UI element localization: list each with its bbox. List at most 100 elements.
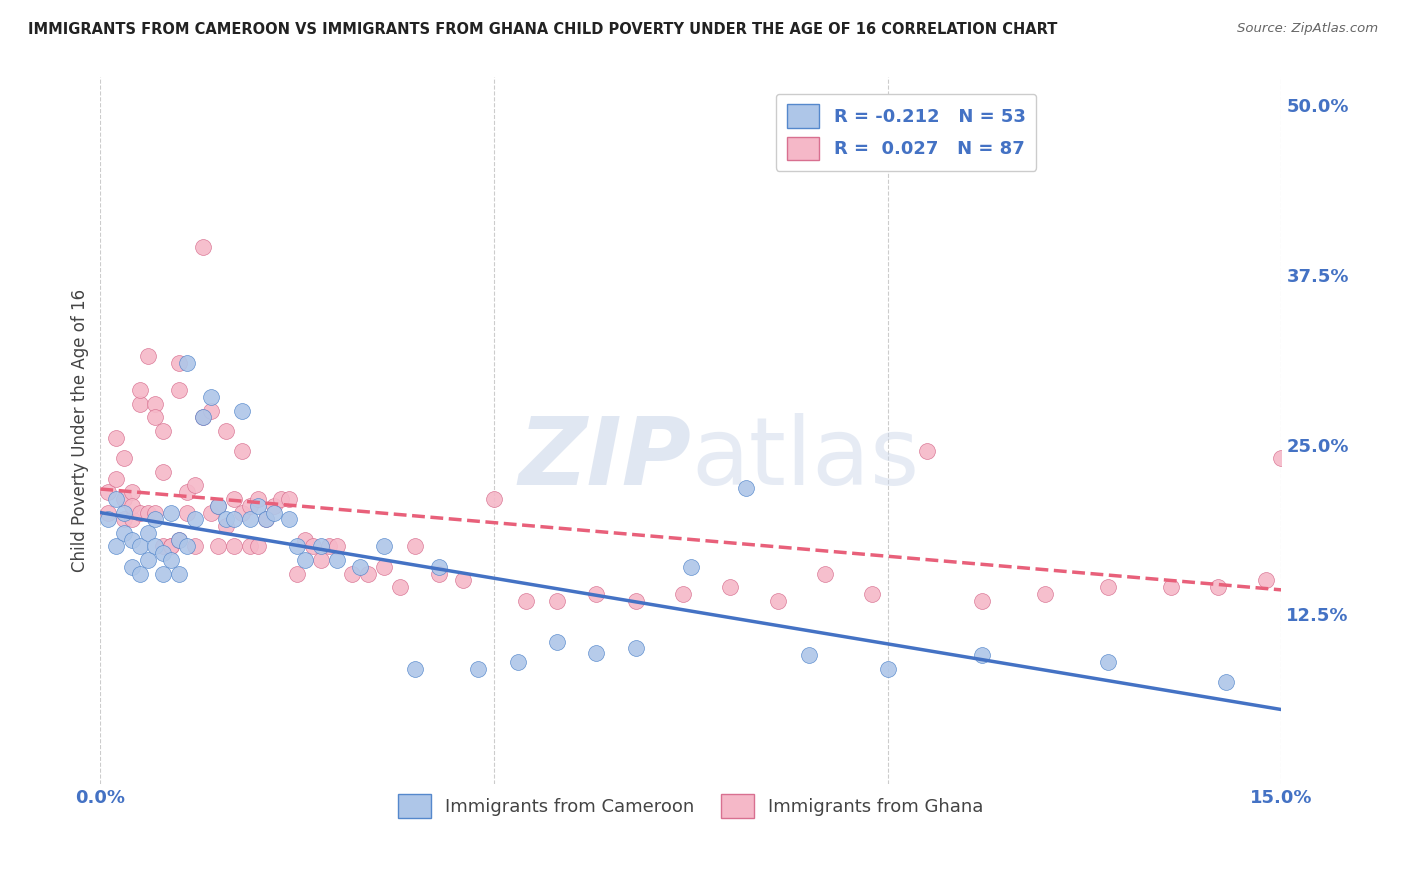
- Point: [145, 512, 167, 526]
- Point: [176, 356, 198, 370]
- Point: [624, 594, 647, 608]
- Point: [128, 383, 150, 397]
- Point: [357, 566, 380, 581]
- Point: [482, 491, 505, 506]
- Point: [176, 485, 198, 500]
- Point: [1302, 566, 1324, 581]
- Point: [97, 506, 120, 520]
- Point: [427, 560, 450, 574]
- Point: [860, 587, 883, 601]
- Point: [152, 424, 174, 438]
- Point: [263, 506, 285, 520]
- Point: [215, 519, 238, 533]
- Point: [200, 390, 222, 404]
- Point: [152, 546, 174, 560]
- Point: [325, 553, 347, 567]
- Point: [294, 553, 316, 567]
- Text: atlas: atlas: [690, 413, 920, 505]
- Point: [1326, 566, 1348, 581]
- Point: [167, 533, 190, 547]
- Point: [404, 540, 426, 554]
- Point: [231, 444, 253, 458]
- Point: [972, 648, 994, 663]
- Point: [451, 574, 474, 588]
- Point: [207, 499, 229, 513]
- Point: [128, 506, 150, 520]
- Point: [318, 540, 340, 554]
- Point: [136, 506, 159, 520]
- Point: [160, 540, 183, 554]
- Point: [224, 512, 246, 526]
- Point: [128, 397, 150, 411]
- Point: [191, 410, 214, 425]
- Point: [263, 499, 285, 513]
- Point: [121, 512, 143, 526]
- Point: [679, 560, 702, 574]
- Point: [325, 540, 347, 554]
- Point: [167, 356, 190, 370]
- Point: [246, 491, 269, 506]
- Point: [112, 512, 135, 526]
- Point: [294, 533, 316, 547]
- Point: [97, 485, 120, 500]
- Point: [302, 540, 325, 554]
- Point: [160, 540, 183, 554]
- Point: [342, 566, 364, 581]
- Point: [215, 512, 238, 526]
- Point: [112, 525, 135, 540]
- Point: [167, 383, 190, 397]
- Point: [718, 580, 741, 594]
- Point: [128, 566, 150, 581]
- Point: [585, 587, 607, 601]
- Point: [278, 491, 301, 506]
- Point: [309, 540, 332, 554]
- Point: [97, 512, 120, 526]
- Point: [231, 403, 253, 417]
- Point: [427, 566, 450, 581]
- Point: [972, 594, 994, 608]
- Point: [191, 410, 214, 425]
- Point: [797, 648, 820, 663]
- Point: [105, 431, 128, 445]
- Point: [224, 540, 246, 554]
- Point: [145, 397, 167, 411]
- Point: [349, 560, 371, 574]
- Point: [105, 491, 128, 506]
- Point: [207, 499, 229, 513]
- Point: [373, 540, 395, 554]
- Point: [515, 594, 537, 608]
- Point: [735, 481, 758, 495]
- Point: [1215, 675, 1237, 690]
- Point: [136, 525, 159, 540]
- Point: [121, 499, 143, 513]
- Point: [1097, 580, 1119, 594]
- Point: [224, 491, 246, 506]
- Point: [246, 540, 269, 554]
- Point: [814, 566, 837, 581]
- Point: [105, 471, 128, 485]
- Text: Source: ZipAtlas.com: Source: ZipAtlas.com: [1237, 22, 1378, 36]
- Point: [309, 553, 332, 567]
- Point: [239, 540, 262, 554]
- Point: [145, 410, 167, 425]
- Point: [184, 540, 207, 554]
- Point: [876, 662, 898, 676]
- Point: [112, 451, 135, 466]
- Y-axis label: Child Poverty Under the Age of 16: Child Poverty Under the Age of 16: [72, 289, 89, 573]
- Point: [121, 533, 143, 547]
- Point: [136, 553, 159, 567]
- Point: [239, 512, 262, 526]
- Point: [207, 540, 229, 554]
- Point: [191, 240, 214, 254]
- Point: [1317, 444, 1340, 458]
- Point: [145, 540, 167, 554]
- Legend: Immigrants from Cameroon, Immigrants from Ghana: Immigrants from Cameroon, Immigrants fro…: [391, 788, 991, 825]
- Point: [546, 634, 568, 648]
- Point: [136, 349, 159, 363]
- Point: [624, 641, 647, 656]
- Point: [112, 491, 135, 506]
- Point: [404, 662, 426, 676]
- Point: [184, 478, 207, 492]
- Point: [200, 403, 222, 417]
- Point: [160, 553, 183, 567]
